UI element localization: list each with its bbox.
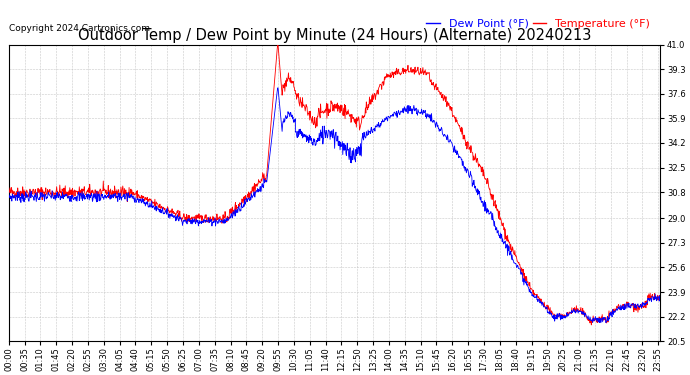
Legend: Dew Point (°F), Temperature (°F): Dew Point (°F), Temperature (°F) (422, 15, 655, 33)
Title: Outdoor Temp / Dew Point by Minute (24 Hours) (Alternate) 20240213: Outdoor Temp / Dew Point by Minute (24 H… (78, 28, 591, 44)
Text: Copyright 2024 Cartronics.com: Copyright 2024 Cartronics.com (9, 24, 150, 33)
